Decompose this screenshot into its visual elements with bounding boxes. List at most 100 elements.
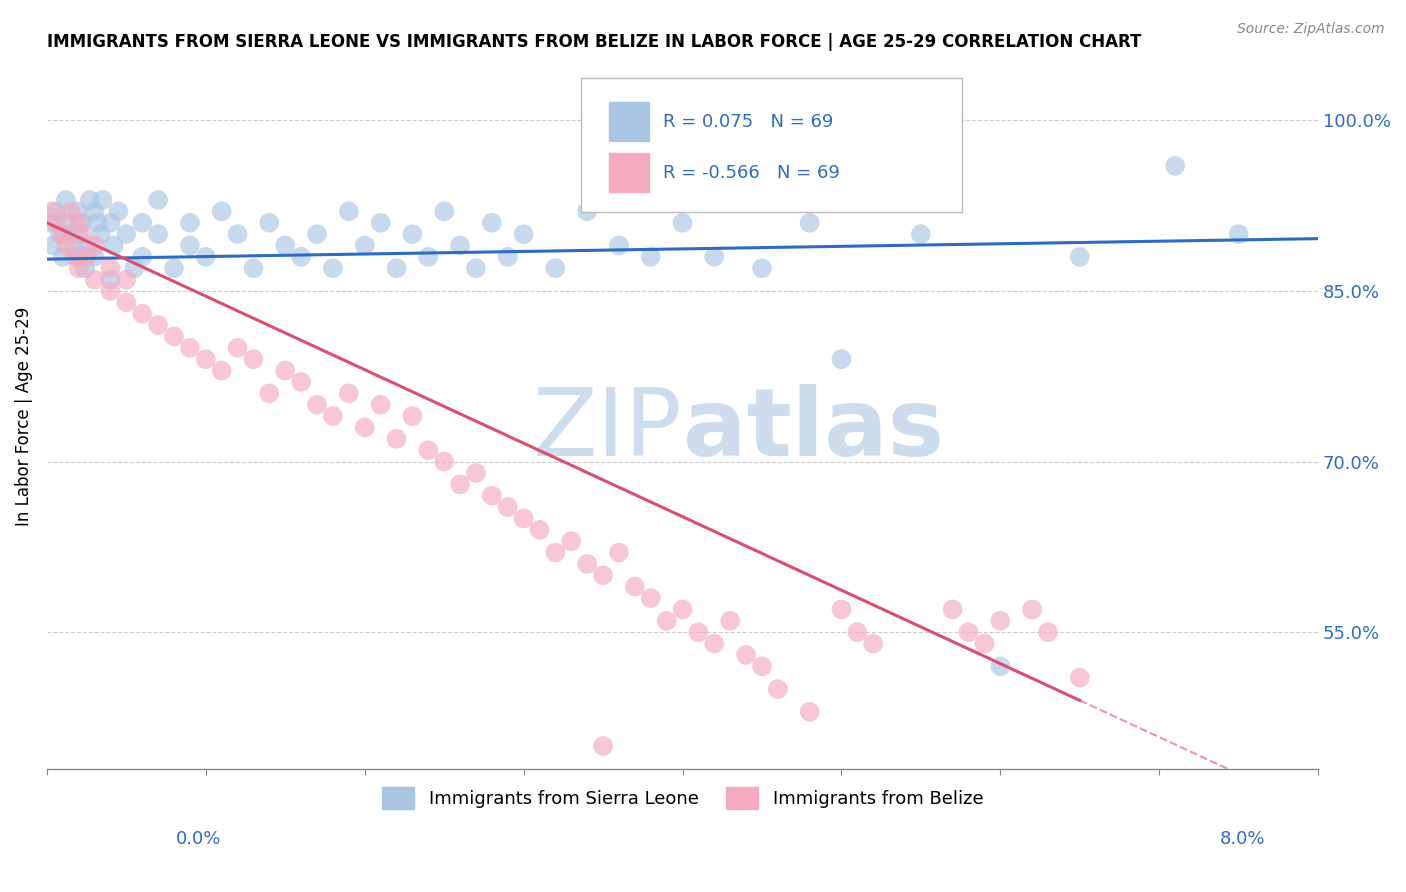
Point <box>910 227 932 241</box>
Point <box>799 705 821 719</box>
Point <box>1227 227 1250 241</box>
Point <box>481 216 503 230</box>
Point <box>576 557 599 571</box>
Point <box>449 238 471 252</box>
Point <box>942 602 965 616</box>
Point <box>370 398 392 412</box>
Point <box>671 602 693 616</box>
Point <box>322 409 344 423</box>
Point <box>211 363 233 377</box>
Point <box>41 204 63 219</box>
Point <box>576 204 599 219</box>
Point <box>194 250 217 264</box>
Point <box>385 261 408 276</box>
Point <box>592 568 614 582</box>
Point <box>418 250 440 264</box>
Point <box>496 250 519 264</box>
Point <box>766 681 789 696</box>
Text: ZIP: ZIP <box>533 384 682 476</box>
FancyBboxPatch shape <box>581 78 962 211</box>
Point <box>305 227 328 241</box>
Point <box>83 250 105 264</box>
Point <box>1069 671 1091 685</box>
Point <box>67 261 90 276</box>
Point <box>385 432 408 446</box>
Point <box>70 227 93 241</box>
Point <box>496 500 519 514</box>
Point <box>83 238 105 252</box>
Point <box>179 216 201 230</box>
Point <box>52 250 75 264</box>
Point <box>481 489 503 503</box>
Point <box>91 193 114 207</box>
Point <box>401 409 423 423</box>
Point <box>76 238 98 252</box>
Bar <box>609 153 650 192</box>
Point <box>146 227 169 241</box>
Point <box>45 204 67 219</box>
Point <box>146 318 169 332</box>
Point <box>640 250 662 264</box>
Point <box>751 659 773 673</box>
Point <box>1036 625 1059 640</box>
Point <box>42 238 65 252</box>
Point <box>830 602 852 616</box>
Point <box>55 238 77 252</box>
Point <box>73 261 96 276</box>
Point <box>107 204 129 219</box>
Text: Source: ZipAtlas.com: Source: ZipAtlas.com <box>1237 22 1385 37</box>
Point <box>688 625 710 640</box>
Point <box>67 216 90 230</box>
Legend: Immigrants from Sierra Leone, Immigrants from Belize: Immigrants from Sierra Leone, Immigrants… <box>374 780 990 816</box>
Point <box>512 227 534 241</box>
Point <box>401 227 423 241</box>
Point <box>703 250 725 264</box>
Point <box>194 352 217 367</box>
Text: IMMIGRANTS FROM SIERRA LEONE VS IMMIGRANTS FROM BELIZE IN LABOR FORCE | AGE 25-2: IMMIGRANTS FROM SIERRA LEONE VS IMMIGRAN… <box>46 33 1142 51</box>
Point <box>179 238 201 252</box>
Point <box>103 238 125 252</box>
Point <box>353 238 375 252</box>
Bar <box>609 103 650 141</box>
Point <box>242 261 264 276</box>
Point <box>1021 602 1043 616</box>
Point <box>163 261 186 276</box>
Point <box>131 250 153 264</box>
Point <box>59 227 82 241</box>
Point <box>226 341 249 355</box>
Point <box>290 250 312 264</box>
Point <box>115 227 138 241</box>
Point <box>274 363 297 377</box>
Point <box>624 580 647 594</box>
Point <box>671 216 693 230</box>
Text: R = 0.075   N = 69: R = 0.075 N = 69 <box>664 113 834 131</box>
Point <box>607 545 630 559</box>
Point <box>56 216 79 230</box>
Point <box>100 284 122 298</box>
Point <box>67 227 90 241</box>
Point <box>418 443 440 458</box>
Point <box>65 250 87 264</box>
Point <box>703 636 725 650</box>
Point <box>100 272 122 286</box>
Point <box>846 625 869 640</box>
Point <box>655 614 678 628</box>
Point <box>66 204 89 219</box>
Point <box>79 193 101 207</box>
Point <box>957 625 980 640</box>
Point <box>259 216 281 230</box>
Point <box>799 216 821 230</box>
Point <box>735 648 758 662</box>
Point <box>544 545 567 559</box>
Point <box>39 216 62 230</box>
Point <box>1069 250 1091 264</box>
Point <box>45 216 67 230</box>
Point <box>63 238 86 252</box>
Point <box>988 614 1011 628</box>
Point <box>465 261 488 276</box>
Text: 8.0%: 8.0% <box>1220 830 1265 847</box>
Point <box>87 216 110 230</box>
Point <box>59 204 82 219</box>
Point <box>100 261 122 276</box>
Point <box>290 375 312 389</box>
